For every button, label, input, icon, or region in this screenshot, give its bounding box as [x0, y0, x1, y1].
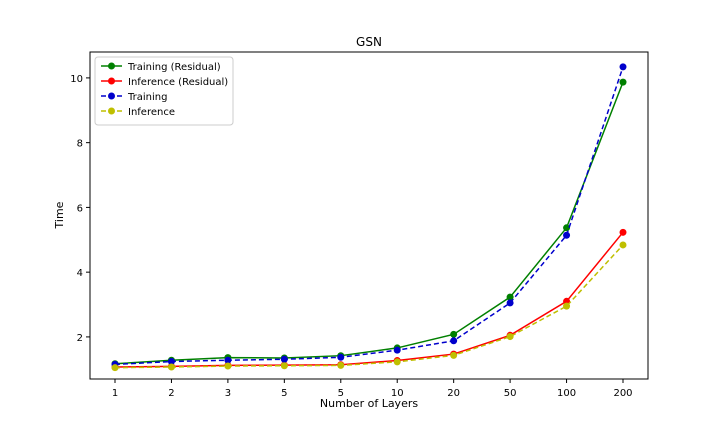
y-axis-label: Time	[53, 201, 66, 229]
data-point	[280, 362, 288, 370]
data-point	[337, 361, 345, 369]
legend-swatch-marker	[108, 77, 115, 85]
data-point	[506, 293, 514, 301]
legend-swatch-marker	[108, 92, 115, 100]
data-point	[280, 355, 288, 363]
chart-title: GSN	[356, 35, 382, 49]
legend-item: Training	[101, 92, 167, 103]
x-tick-label: 10	[391, 388, 404, 399]
data-point	[563, 224, 571, 232]
data-point	[506, 299, 514, 307]
data-point	[563, 297, 571, 305]
data-point	[393, 346, 401, 354]
x-tick-label: 5	[338, 388, 344, 399]
data-point	[167, 363, 175, 371]
data-point	[450, 330, 458, 338]
series-3	[111, 63, 627, 368]
y-axis: 2 4 6 8 10	[70, 74, 90, 344]
data-point	[563, 231, 571, 239]
legend-item: Inference (Residual)	[101, 77, 228, 88]
y-tick-label: 4	[77, 268, 83, 279]
series-line	[114, 81, 624, 365]
series-line	[114, 244, 624, 369]
data-point	[450, 337, 458, 345]
data-point	[224, 356, 232, 364]
legend-label: Inference (Residual)	[128, 77, 228, 88]
legend-item: Inference	[101, 107, 175, 118]
legend-swatch-marker	[108, 62, 115, 70]
series-line	[114, 66, 624, 366]
legend-label: Training	[127, 92, 167, 103]
y-tick-label: 2	[77, 333, 83, 344]
x-tick-label: 2	[168, 388, 174, 399]
data-point	[450, 351, 458, 359]
x-axis-label: Number of Layers	[320, 397, 418, 410]
legend-item: Training (Residual)	[101, 62, 221, 73]
y-tick-label: 6	[77, 203, 83, 214]
legend-label: Inference	[128, 107, 175, 118]
x-axis: 1 2 3 5 5 10 20 50 100 200	[112, 379, 633, 399]
data-point	[619, 78, 627, 86]
y-tick-label: 10	[70, 74, 83, 85]
legend-label: Training (Residual)	[127, 62, 221, 73]
x-tick-label: 50	[504, 388, 517, 399]
data-point	[506, 333, 514, 341]
x-tick-label: 100	[557, 388, 576, 399]
x-tick-label: 200	[613, 388, 632, 399]
x-tick-label: 20	[447, 388, 460, 399]
data-point	[619, 63, 627, 71]
data-point	[224, 362, 232, 370]
data-point	[167, 358, 175, 366]
data-point	[393, 358, 401, 366]
data-point	[111, 364, 119, 372]
data-point	[619, 228, 627, 236]
legend-frame	[94, 56, 234, 126]
y-tick-label: 8	[77, 139, 83, 150]
legend-swatch-marker	[108, 107, 115, 115]
data-point	[337, 353, 345, 361]
data-point	[619, 241, 627, 249]
series-4	[111, 241, 627, 372]
legend: Training (Residual) Inference (Residual) T…	[94, 56, 234, 126]
x-tick-label: 3	[225, 388, 231, 399]
x-tick-label: 1	[112, 388, 118, 399]
plot-area-frame	[89, 51, 649, 380]
x-tick-label: 5	[281, 388, 287, 399]
series-layer	[111, 63, 627, 372]
data-point	[563, 302, 571, 310]
